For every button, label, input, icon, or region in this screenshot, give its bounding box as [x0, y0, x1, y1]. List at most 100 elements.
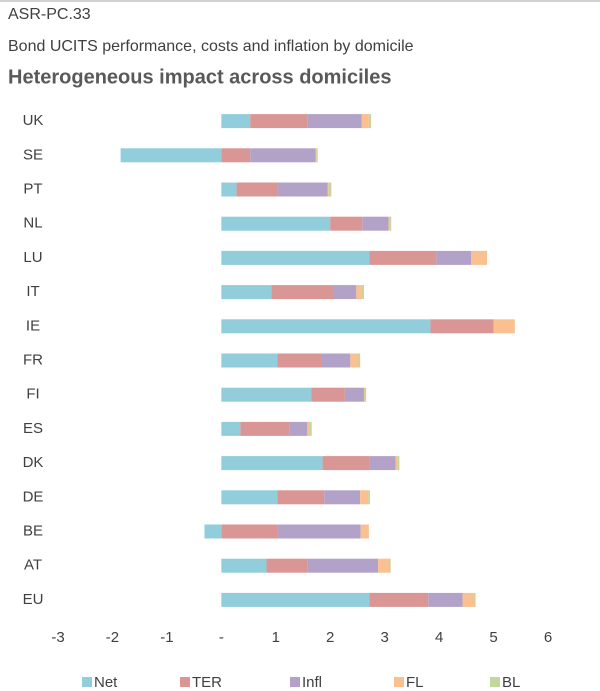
- bar-segment: [328, 182, 332, 197]
- bar-segment: [369, 456, 396, 471]
- bar-segment: [240, 421, 290, 436]
- bar-segment: [333, 285, 357, 300]
- bar-segment: [221, 216, 331, 231]
- legend-swatch: [180, 677, 190, 687]
- bar-segment: [360, 490, 369, 505]
- legend-label: BL: [502, 674, 520, 691]
- y-tick-label: IE: [26, 317, 40, 334]
- bar-segment: [344, 387, 364, 402]
- x-tick-label: -3: [51, 629, 64, 646]
- bar-segment: [369, 250, 437, 265]
- bar-segment: [307, 558, 379, 573]
- chart-subtitle: Bond UCITS performance, costs and inflat…: [8, 38, 414, 55]
- bar-segment: [221, 558, 267, 573]
- legend-label: Infl: [302, 674, 322, 691]
- x-tick-label: -: [219, 629, 224, 646]
- bar-segment: [277, 490, 325, 505]
- bar-segment: [364, 387, 367, 402]
- bar-segment: [389, 216, 392, 231]
- bar-segment: [368, 114, 372, 129]
- x-tick-label: 2: [326, 629, 334, 646]
- bar-segment: [388, 216, 390, 231]
- bar-segment: [362, 216, 389, 231]
- bar-segment: [361, 114, 369, 129]
- bar-segment: [322, 456, 370, 471]
- legend-swatch: [290, 677, 300, 687]
- bar-segment: [330, 216, 363, 231]
- bar-segment: [120, 148, 222, 163]
- y-tick-label: NL: [23, 215, 42, 232]
- y-tick-label: FR: [23, 351, 43, 368]
- bar-segment: [271, 285, 334, 300]
- bar-segment: [360, 524, 369, 539]
- x-tick-label: 4: [435, 629, 443, 646]
- bar-segment: [368, 490, 370, 505]
- bar-segment: [266, 558, 308, 573]
- y-tick-label: SE: [23, 146, 43, 163]
- y-tick-label: FI: [26, 386, 39, 403]
- x-tick-label: -2: [106, 629, 119, 646]
- bar-segment: [307, 114, 362, 129]
- chart-title: Heterogeneous impact across domiciles: [8, 66, 391, 88]
- bar-segment: [358, 353, 361, 368]
- y-tick-label: UK: [23, 112, 44, 129]
- x-tick-label: 6: [544, 629, 552, 646]
- bar-segment: [397, 456, 400, 471]
- y-tick-label: BE: [23, 522, 43, 539]
- bar-segment: [493, 319, 515, 334]
- bar-segment: [221, 524, 278, 539]
- bar-segment: [462, 592, 475, 607]
- bar-segment: [277, 524, 361, 539]
- y-tick-label: EU: [23, 591, 44, 608]
- bar-segment: [356, 285, 362, 300]
- legend-swatch: [82, 677, 92, 687]
- bar-segment: [204, 524, 222, 539]
- bar-segment: [324, 490, 361, 505]
- bar-segment: [221, 387, 312, 402]
- bar-segment: [221, 421, 241, 436]
- bar-segment: [250, 114, 308, 129]
- y-tick-label: DK: [23, 454, 44, 471]
- legend-label: TER: [192, 674, 222, 691]
- bar-segment: [369, 592, 429, 607]
- y-tick-label: DE: [23, 488, 44, 505]
- bar-segment: [474, 592, 476, 607]
- bar-segment: [236, 182, 278, 197]
- bar-segment: [327, 182, 329, 197]
- bar-segment: [221, 114, 251, 129]
- bar-segment: [309, 421, 312, 436]
- legend-label: Net: [94, 674, 118, 691]
- y-tick-label: IT: [26, 283, 39, 300]
- y-tick-label: ES: [23, 420, 43, 437]
- bar-segment: [321, 353, 351, 368]
- bar-segment: [221, 592, 370, 607]
- bar-segment: [221, 353, 278, 368]
- bar-segment: [250, 148, 316, 163]
- bar-segment: [307, 421, 310, 436]
- bar-segment: [395, 456, 398, 471]
- bar-segment: [221, 182, 237, 197]
- y-tick-label: LU: [23, 249, 42, 266]
- bar-segment: [277, 353, 322, 368]
- y-tick-label: PT: [23, 180, 42, 197]
- x-tick-label: 5: [489, 629, 497, 646]
- bar-segment: [389, 558, 391, 573]
- bar-segment: [221, 490, 278, 505]
- bar-segment: [436, 250, 472, 265]
- x-tick-label: 1: [272, 629, 280, 646]
- bar-segment: [430, 319, 494, 334]
- bar-segment: [361, 285, 364, 300]
- bar-segment: [428, 592, 463, 607]
- legend-swatch: [490, 677, 500, 687]
- legend-swatch: [394, 677, 404, 687]
- bar-segment: [277, 182, 328, 197]
- bar-segment: [221, 285, 272, 300]
- bar-segment: [221, 319, 431, 334]
- bar-segment: [350, 353, 359, 368]
- x-tick-label: -1: [160, 629, 173, 646]
- y-tick-label: AT: [24, 557, 42, 574]
- bar-segment: [221, 456, 323, 471]
- bar-segment: [221, 148, 251, 163]
- bar-segment: [315, 148, 317, 163]
